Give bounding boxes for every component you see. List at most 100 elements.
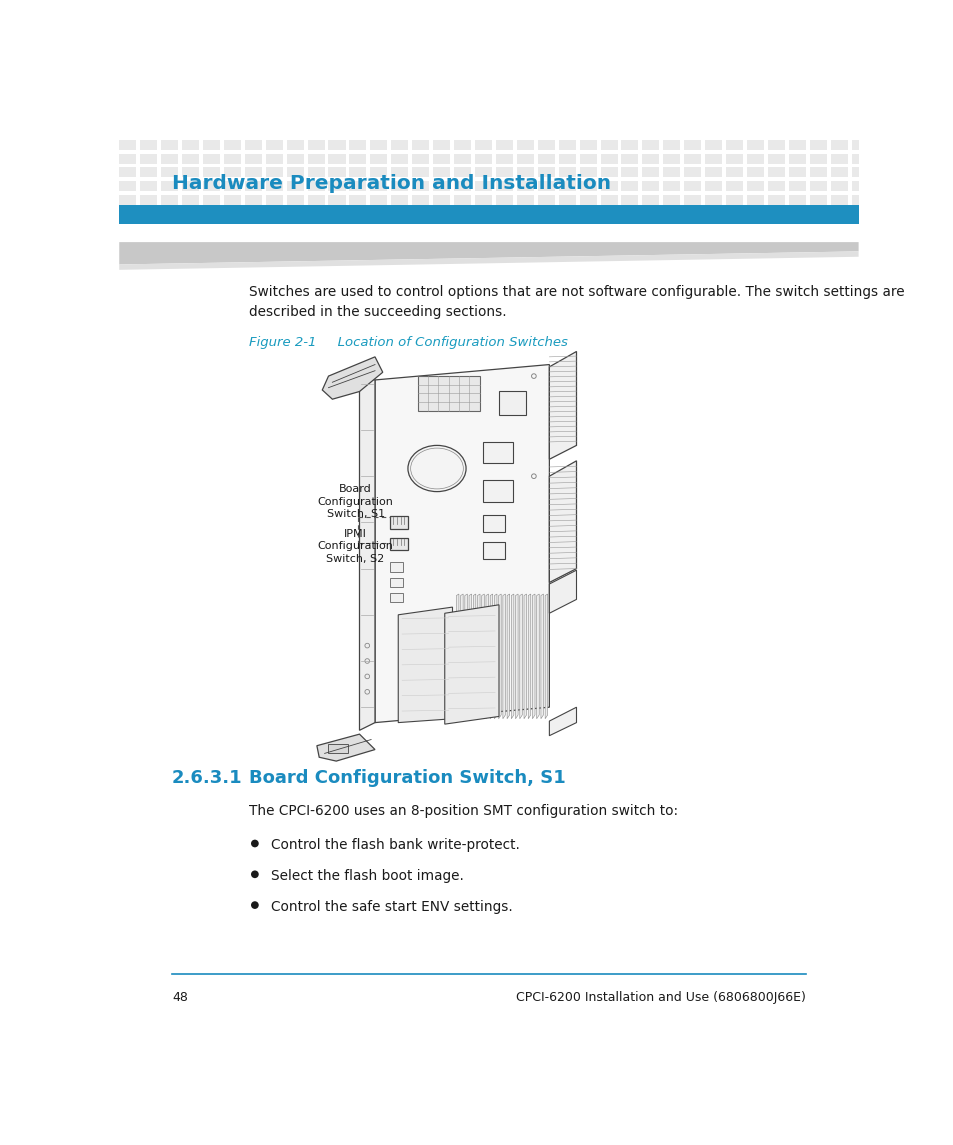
Bar: [683, 140, 700, 150]
Bar: [266, 210, 282, 219]
Bar: [830, 210, 847, 219]
Bar: [412, 153, 429, 164]
Bar: [483, 480, 513, 502]
Bar: [349, 195, 366, 205]
Bar: [203, 195, 220, 205]
Bar: [203, 153, 220, 164]
Bar: [913, 140, 930, 150]
Bar: [496, 210, 513, 219]
Bar: [851, 140, 868, 150]
Bar: [496, 195, 513, 205]
Bar: [119, 140, 136, 150]
Bar: [454, 210, 471, 219]
Bar: [662, 210, 679, 219]
Polygon shape: [511, 594, 514, 719]
Bar: [725, 181, 742, 191]
Bar: [498, 392, 525, 414]
Bar: [475, 181, 492, 191]
Bar: [182, 210, 199, 219]
Polygon shape: [549, 460, 576, 583]
Bar: [433, 167, 450, 177]
Bar: [203, 181, 220, 191]
Bar: [496, 140, 513, 150]
Polygon shape: [464, 594, 467, 719]
Bar: [161, 167, 178, 177]
Bar: [161, 140, 178, 150]
Bar: [391, 181, 408, 191]
Polygon shape: [375, 364, 549, 722]
Bar: [641, 195, 659, 205]
Polygon shape: [515, 594, 517, 719]
Bar: [370, 140, 387, 150]
Bar: [599, 140, 617, 150]
Bar: [767, 181, 784, 191]
Bar: [203, 140, 220, 150]
Bar: [725, 140, 742, 150]
Bar: [454, 195, 471, 205]
Bar: [579, 140, 596, 150]
Bar: [182, 195, 199, 205]
Bar: [599, 167, 617, 177]
Bar: [161, 210, 178, 219]
Bar: [370, 181, 387, 191]
Bar: [412, 140, 429, 150]
Bar: [349, 181, 366, 191]
Bar: [641, 140, 659, 150]
Bar: [417, 376, 479, 411]
Bar: [245, 195, 261, 205]
Bar: [662, 140, 679, 150]
Bar: [349, 210, 366, 219]
Bar: [683, 181, 700, 191]
Bar: [483, 442, 513, 463]
Bar: [224, 195, 241, 205]
Bar: [433, 210, 450, 219]
Bar: [809, 195, 826, 205]
Bar: [370, 210, 387, 219]
Bar: [454, 140, 471, 150]
Bar: [390, 593, 402, 602]
Text: 48: 48: [172, 990, 188, 1003]
Polygon shape: [523, 594, 526, 719]
Bar: [286, 140, 303, 150]
Bar: [704, 210, 721, 219]
Bar: [746, 153, 763, 164]
Bar: [893, 167, 909, 177]
Bar: [517, 140, 534, 150]
Bar: [307, 181, 324, 191]
Bar: [349, 153, 366, 164]
Bar: [620, 153, 638, 164]
Bar: [224, 167, 241, 177]
Bar: [704, 181, 721, 191]
Text: Board
Configuration
Switch, S1: Board Configuration Switch, S1: [317, 484, 394, 520]
Bar: [140, 210, 157, 219]
Bar: [307, 210, 324, 219]
Bar: [913, 181, 930, 191]
Bar: [872, 210, 888, 219]
Bar: [725, 210, 742, 219]
Polygon shape: [549, 570, 576, 614]
Bar: [537, 210, 555, 219]
Text: Hardware Preparation and Installation: Hardware Preparation and Installation: [172, 174, 611, 194]
Bar: [412, 167, 429, 177]
Bar: [809, 167, 826, 177]
Bar: [788, 181, 805, 191]
Bar: [307, 153, 324, 164]
Bar: [746, 140, 763, 150]
Polygon shape: [537, 594, 538, 719]
Bar: [872, 140, 888, 150]
Bar: [140, 140, 157, 150]
Bar: [893, 181, 909, 191]
Polygon shape: [532, 594, 535, 719]
Bar: [725, 195, 742, 205]
Bar: [224, 140, 241, 150]
Bar: [579, 153, 596, 164]
Polygon shape: [359, 376, 375, 731]
Polygon shape: [481, 594, 484, 719]
Bar: [809, 210, 826, 219]
Bar: [746, 181, 763, 191]
Bar: [641, 167, 659, 177]
Bar: [328, 744, 348, 753]
Bar: [620, 210, 638, 219]
Bar: [934, 181, 951, 191]
Bar: [537, 195, 555, 205]
